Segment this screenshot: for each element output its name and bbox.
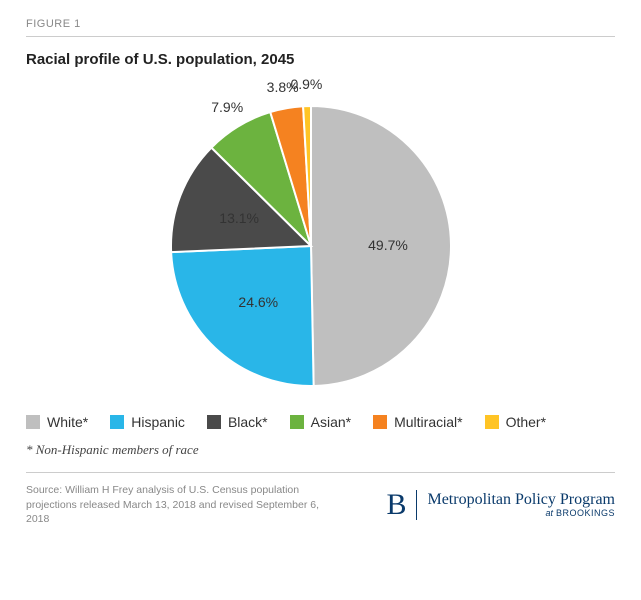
slice-label: 24.6%	[238, 294, 278, 310]
pie-chart	[171, 106, 451, 386]
legend-item: White*	[26, 414, 88, 430]
slice-label: 0.9%	[290, 76, 322, 92]
legend-label: Black*	[228, 414, 268, 430]
legend-swatch	[290, 415, 304, 429]
slice-label: 7.9%	[211, 99, 243, 115]
legend-item: Other*	[485, 414, 546, 430]
legend-label: Asian*	[311, 414, 351, 430]
legend-swatch	[110, 415, 124, 429]
brand-sub: at BROOKINGS	[427, 509, 615, 519]
slice-label: 49.7%	[368, 237, 408, 253]
legend-item: Black*	[207, 414, 268, 430]
legend-swatch	[26, 415, 40, 429]
legend-item: Multiracial*	[373, 414, 462, 430]
slice-label: 13.1%	[219, 210, 259, 226]
figure-label: FIGURE 1	[26, 18, 615, 30]
legend-label: Other*	[506, 414, 546, 430]
footnote: * Non-Hispanic members of race	[26, 442, 615, 458]
brand-initial: B	[386, 490, 417, 520]
footer: Source: William H Frey analysis of U.S. …	[26, 473, 615, 527]
chart-area: 49.7%24.6%13.1%7.9%3.8%0.9%	[26, 76, 615, 396]
legend-item: Asian*	[290, 414, 351, 430]
legend-label: Multiracial*	[394, 414, 462, 430]
legend-swatch	[207, 415, 221, 429]
legend-item: Hispanic	[110, 414, 185, 430]
legend-swatch	[373, 415, 387, 429]
legend-swatch	[485, 415, 499, 429]
brand-main: Metropolitan Policy Program	[427, 491, 615, 509]
pie-slice	[171, 246, 314, 386]
brand-lockup: B Metropolitan Policy Program at BROOKIN…	[386, 490, 615, 520]
source-text: Source: William H Frey analysis of U.S. …	[26, 483, 326, 527]
legend-label: Hispanic	[131, 414, 185, 430]
chart-title: Racial profile of U.S. population, 2045	[26, 51, 615, 68]
top-rule	[26, 36, 615, 37]
legend: White* Hispanic Black* Asian* Multiracial* Ot…	[26, 414, 615, 430]
legend-label: White*	[47, 414, 88, 430]
